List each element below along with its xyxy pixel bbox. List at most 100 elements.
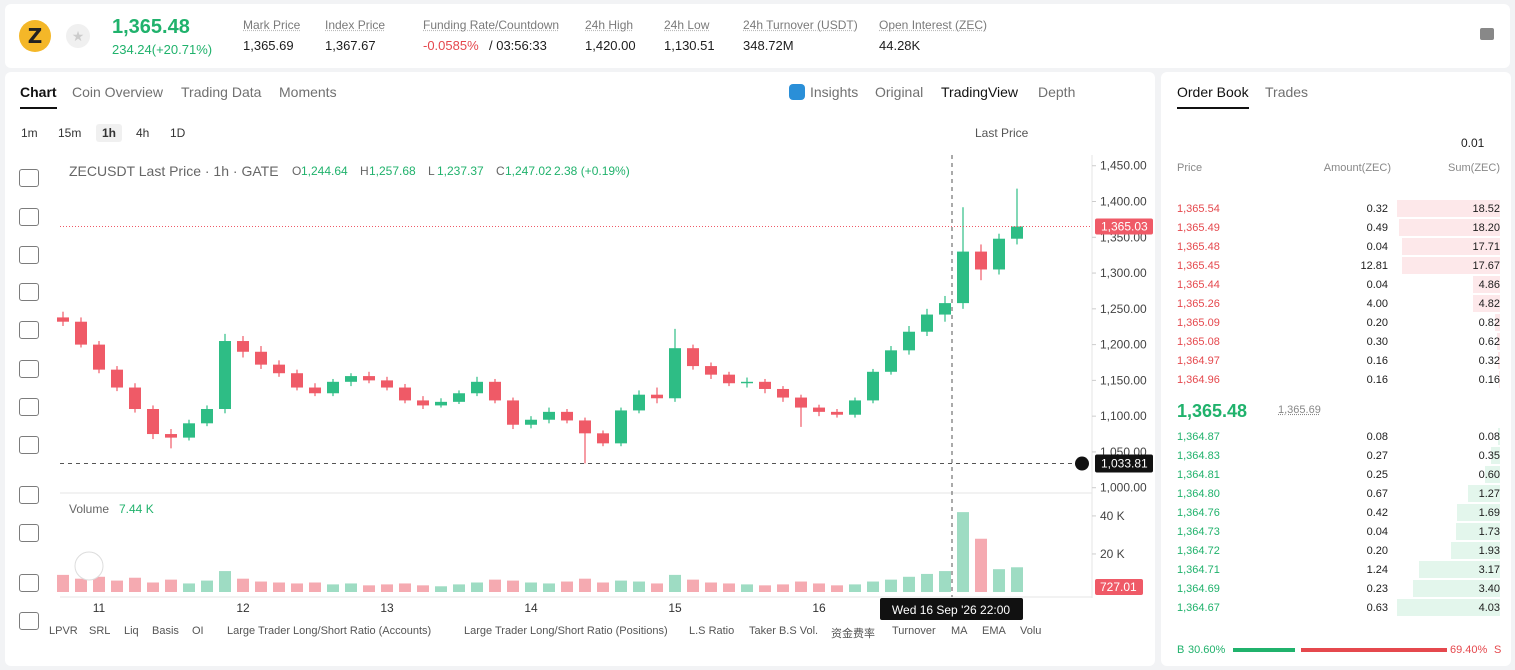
candle-body — [1011, 226, 1023, 239]
order-price[interactable]: 1,365.08 — [1177, 336, 1220, 348]
tool-icon[interactable] — [19, 208, 39, 226]
candle-body — [291, 373, 303, 388]
y-tick-label: 1,450.00 — [1100, 159, 1147, 173]
order-price[interactable]: 1,364.67 — [1177, 602, 1220, 614]
candle-body — [129, 387, 141, 410]
depth-bar — [1413, 580, 1500, 597]
view-tab[interactable]: Original — [875, 84, 924, 100]
indicator[interactable]: Taker B.S Vol. — [749, 625, 819, 637]
tool-icon[interactable] — [19, 360, 39, 378]
y-tick-label: 1,250.00 — [1100, 302, 1147, 316]
order-price[interactable]: 1,364.69 — [1177, 583, 1220, 595]
candle-body — [651, 394, 663, 399]
crosshair-time: Wed 16 Sep '26 22:00 — [892, 603, 1010, 617]
legend-value: 1,244.64 — [301, 164, 348, 178]
view-tab[interactable]: Insights — [810, 84, 859, 100]
indicator[interactable]: Basis — [152, 625, 179, 637]
order-sum: 0.08 — [1478, 431, 1500, 443]
legend-value: 1,237.37 — [437, 164, 484, 178]
price-type[interactable]: Last Price — [975, 126, 1029, 140]
indicator[interactable]: LPVR — [49, 625, 78, 637]
tool-icon[interactable] — [19, 169, 39, 187]
tool-icon[interactable] — [19, 246, 39, 264]
tool-icon[interactable] — [19, 436, 39, 454]
interval[interactable]: 1m — [21, 126, 38, 140]
depth-bar — [1495, 314, 1500, 331]
indicator[interactable]: 资金费率 — [831, 628, 875, 640]
favorite-star[interactable]: ★ — [66, 24, 90, 48]
orderbook-tab[interactable]: Trades — [1265, 84, 1309, 100]
chart-tab[interactable]: Chart — [20, 84, 57, 109]
order-price[interactable]: 1,365.45 — [1177, 260, 1220, 272]
tool-icon[interactable] — [19, 283, 39, 301]
last-price: 1,365.48 — [112, 16, 190, 38]
interval[interactable]: 1h — [96, 124, 123, 142]
order-price[interactable]: 1,364.73 — [1177, 526, 1220, 538]
interval[interactable]: 1D — [170, 126, 186, 140]
order-amount: 0.63 — [1366, 602, 1388, 614]
order-price[interactable]: 1,365.54 — [1177, 203, 1220, 215]
order-price[interactable]: 1,364.83 — [1177, 450, 1220, 462]
tool-icon[interactable] — [19, 612, 39, 630]
indicator[interactable]: OI — [192, 625, 204, 637]
view-tab[interactable]: Depth — [1038, 84, 1076, 100]
depth-bar — [1398, 219, 1500, 236]
candle-body — [849, 400, 861, 415]
order-price[interactable]: 1,365.49 — [1177, 222, 1220, 234]
order-sum: 0.82 — [1478, 317, 1500, 329]
depth-bar — [1455, 523, 1500, 540]
chart-tab[interactable]: Moments — [279, 84, 337, 100]
order-price[interactable]: 1,365.48 — [1177, 241, 1220, 253]
tool-icon[interactable] — [19, 524, 39, 542]
candle-body — [57, 317, 69, 322]
order-price[interactable]: 1,364.97 — [1177, 355, 1220, 367]
candle-body — [219, 341, 231, 410]
interval[interactable]: 15m — [58, 126, 82, 140]
order-price[interactable]: 1,364.96 — [1177, 374, 1220, 386]
chart-tab[interactable]: Coin Overview — [72, 84, 164, 100]
order-price[interactable]: 1,364.80 — [1177, 488, 1220, 500]
order-sum: 18.20 — [1472, 222, 1500, 234]
tool-icon[interactable] — [19, 398, 39, 416]
indicator[interactable]: Turnover — [892, 625, 936, 637]
tool-icon[interactable] — [19, 574, 39, 592]
view-tab[interactable]: TradingView — [941, 84, 1019, 100]
tool-icon[interactable] — [19, 486, 39, 504]
order-price[interactable]: 1,365.26 — [1177, 298, 1220, 310]
tool-icon[interactable] — [19, 321, 39, 339]
indicator[interactable]: Volu — [1020, 625, 1042, 637]
candle-body — [507, 400, 519, 425]
order-price[interactable]: 1,365.09 — [1177, 317, 1220, 329]
candle-body — [399, 387, 411, 401]
order-price[interactable]: 1,364.87 — [1177, 431, 1220, 443]
layout-icon[interactable] — [1480, 28, 1494, 40]
order-price[interactable]: 1,364.71 — [1177, 564, 1220, 576]
order-price[interactable]: 1,364.72 — [1177, 545, 1220, 557]
order-price[interactable]: 1,364.76 — [1177, 507, 1220, 519]
indicator[interactable]: Large Trader Long/Short Ratio (Accounts) — [227, 625, 432, 637]
indicator[interactable]: L.S Ratio — [689, 625, 735, 637]
indicator[interactable]: Liq — [124, 625, 139, 637]
depth-bar — [1491, 447, 1500, 464]
indicator[interactable]: Large Trader Long/Short Ratio (Positions… — [464, 625, 668, 637]
depth-bar — [1484, 466, 1500, 483]
order-price[interactable]: 1,364.81 — [1177, 469, 1220, 481]
volume-current: 727.01 — [1100, 580, 1137, 594]
volume-bar — [111, 580, 123, 592]
indicator[interactable]: SRL — [89, 625, 111, 637]
volume-bar — [57, 574, 69, 592]
order-price[interactable]: 1,365.44 — [1177, 279, 1220, 291]
orderbook-tab[interactable]: Order Book — [1177, 84, 1249, 109]
interval[interactable]: 4h — [136, 126, 150, 140]
ratio-bar-buy — [1233, 648, 1296, 652]
insights-icon — [789, 84, 805, 100]
chart-tab[interactable]: Trading Data — [181, 84, 262, 100]
depth-bar — [1499, 371, 1500, 388]
x-tick-label: 11 — [93, 601, 106, 615]
volume-bar — [165, 579, 177, 592]
indicator[interactable]: MA — [951, 625, 968, 637]
precision[interactable]: 0.01 — [1461, 136, 1485, 150]
candle-body — [111, 369, 123, 388]
volume-bar — [345, 583, 357, 592]
indicator[interactable]: EMA — [982, 625, 1006, 637]
